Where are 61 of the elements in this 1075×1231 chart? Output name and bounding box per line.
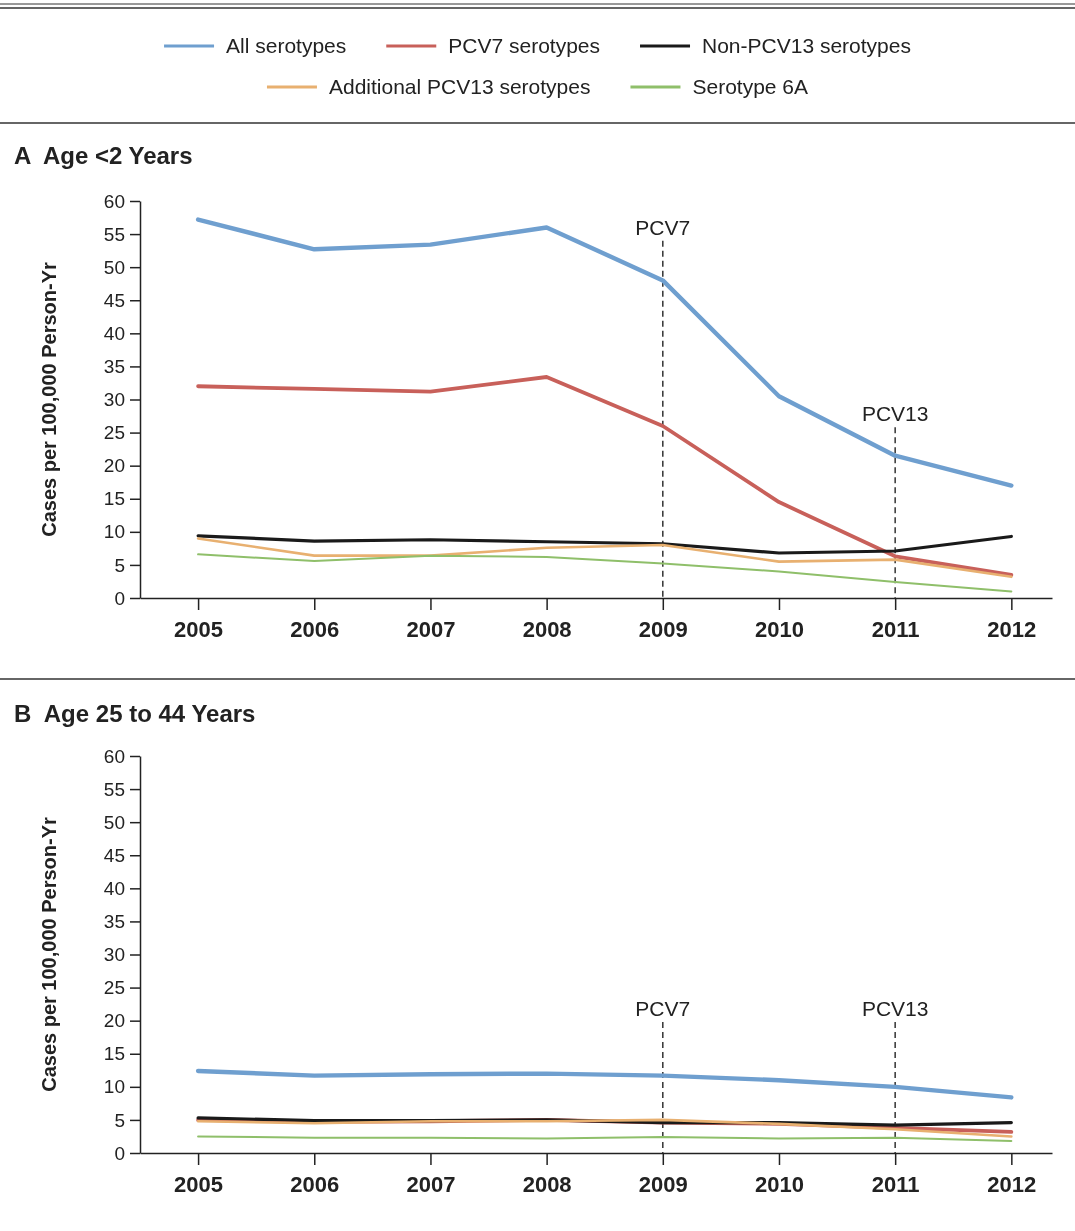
- legend-label: PCV7 serotypes: [448, 34, 601, 57]
- y-tick-label: 5: [114, 554, 125, 576]
- x-tick-label: 2008: [522, 1172, 572, 1198]
- y-tick-label: 25: [103, 977, 125, 999]
- legend-label: All serotypes: [226, 34, 347, 57]
- x-tick-label: 2010: [755, 617, 804, 643]
- y-tick-label: 60: [103, 190, 125, 212]
- legend-label: Additional PCV13 serotypes: [328, 75, 591, 98]
- y-tick-label: 30: [103, 944, 125, 966]
- x-tick-label: 2010: [755, 1172, 804, 1198]
- x-tick-label: 2009: [638, 1172, 688, 1198]
- y-tick-label: 30: [103, 389, 125, 411]
- y-tick-label: 15: [103, 488, 125, 510]
- x-tick-label: 2009: [638, 617, 688, 643]
- x-tick-label: 2005: [174, 1172, 224, 1198]
- x-tick-label: 2007: [406, 1172, 456, 1198]
- x-tick-label: 2005: [174, 617, 224, 643]
- line-series: [197, 553, 1013, 593]
- x-tick-label: 2011: [871, 617, 920, 643]
- y-tick-label: 10: [103, 1076, 125, 1098]
- y-tick-label: 25: [103, 422, 125, 444]
- y-tick-label: 40: [103, 322, 125, 344]
- x-tick-label: 2006: [290, 617, 340, 643]
- y-tick-label: 10: [103, 521, 125, 543]
- line-series: [195, 217, 1014, 488]
- x-tick-label: 2007: [406, 617, 456, 643]
- line-series: [196, 537, 1013, 579]
- x-tick-label: 2011: [871, 1172, 920, 1198]
- ref-line-label: PCV13: [861, 996, 929, 1020]
- legend-label: Non-PCV13 serotypes: [702, 34, 911, 57]
- x-tick-label: 2006: [290, 1172, 340, 1198]
- y-tick-label: 50: [103, 811, 125, 833]
- y-tick-label: 35: [103, 911, 125, 932]
- x-tick-label: 2008: [522, 617, 572, 643]
- y-tick-label: 0: [114, 587, 125, 609]
- y-tick-label: 55: [103, 223, 125, 245]
- y-tick-label: 35: [103, 356, 125, 377]
- line-series: [196, 375, 1014, 577]
- y-tick-label: 5: [114, 1109, 125, 1131]
- chart-title: A Age <2 Years: [14, 142, 193, 169]
- y-tick-label: 45: [103, 844, 125, 866]
- y-tick-label: 45: [103, 289, 125, 311]
- legend-label: Serotype 6A: [692, 75, 809, 98]
- ref-line-label: PCV7: [635, 215, 691, 239]
- y-tick-label: 20: [103, 455, 125, 477]
- y-axis-title: Cases per 100,000 Person-Yr: [38, 816, 60, 1092]
- x-tick-label: 2012: [987, 617, 1037, 643]
- chart-title: B Age 25 to 44 Years: [14, 700, 256, 727]
- y-tick-label: 20: [103, 1010, 125, 1032]
- y-axis-title: Cases per 100,000 Person-Yr: [38, 261, 60, 537]
- y-tick-label: 0: [114, 1142, 125, 1164]
- y-tick-label: 40: [103, 877, 125, 899]
- y-tick-label: 60: [103, 745, 125, 767]
- line-series: [196, 534, 1013, 555]
- x-tick-label: 2012: [987, 1172, 1037, 1198]
- y-tick-label: 15: [103, 1043, 125, 1065]
- y-tick-label: 55: [103, 778, 125, 800]
- y-tick-label: 50: [103, 256, 125, 278]
- line-series: [195, 1068, 1014, 1100]
- ref-line-label: PCV7: [635, 996, 691, 1020]
- ref-line-label: PCV13: [861, 402, 929, 426]
